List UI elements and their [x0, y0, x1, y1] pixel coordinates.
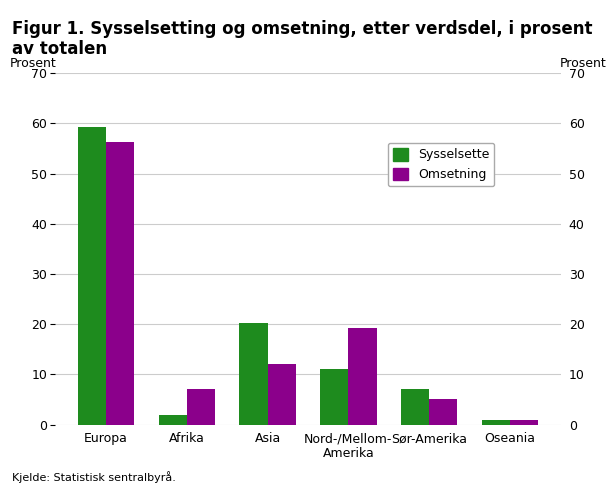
- Bar: [239, 323, 268, 425]
- Text: Figur 1. Sysselsetting og omsetning, etter verdsdel, i prosent av totalen: Figur 1. Sysselsetting og omsetning, ett…: [12, 20, 593, 59]
- Bar: [401, 389, 429, 425]
- Bar: [159, 414, 187, 425]
- Bar: [482, 420, 510, 425]
- Text: Prosent: Prosent: [560, 57, 607, 70]
- Bar: [320, 369, 348, 425]
- Bar: [348, 327, 377, 425]
- Text: Kjelde: Statistisk sentralbyrå.: Kjelde: Statistisk sentralbyrå.: [12, 471, 176, 483]
- Bar: [78, 127, 106, 425]
- Bar: [187, 389, 215, 425]
- Bar: [268, 365, 296, 425]
- Text: Prosent: Prosent: [9, 57, 56, 70]
- Legend: Sysselsette, Omsetning: Sysselsette, Omsetning: [388, 142, 494, 186]
- Bar: [429, 400, 458, 425]
- Bar: [510, 420, 538, 425]
- Bar: [106, 142, 134, 425]
